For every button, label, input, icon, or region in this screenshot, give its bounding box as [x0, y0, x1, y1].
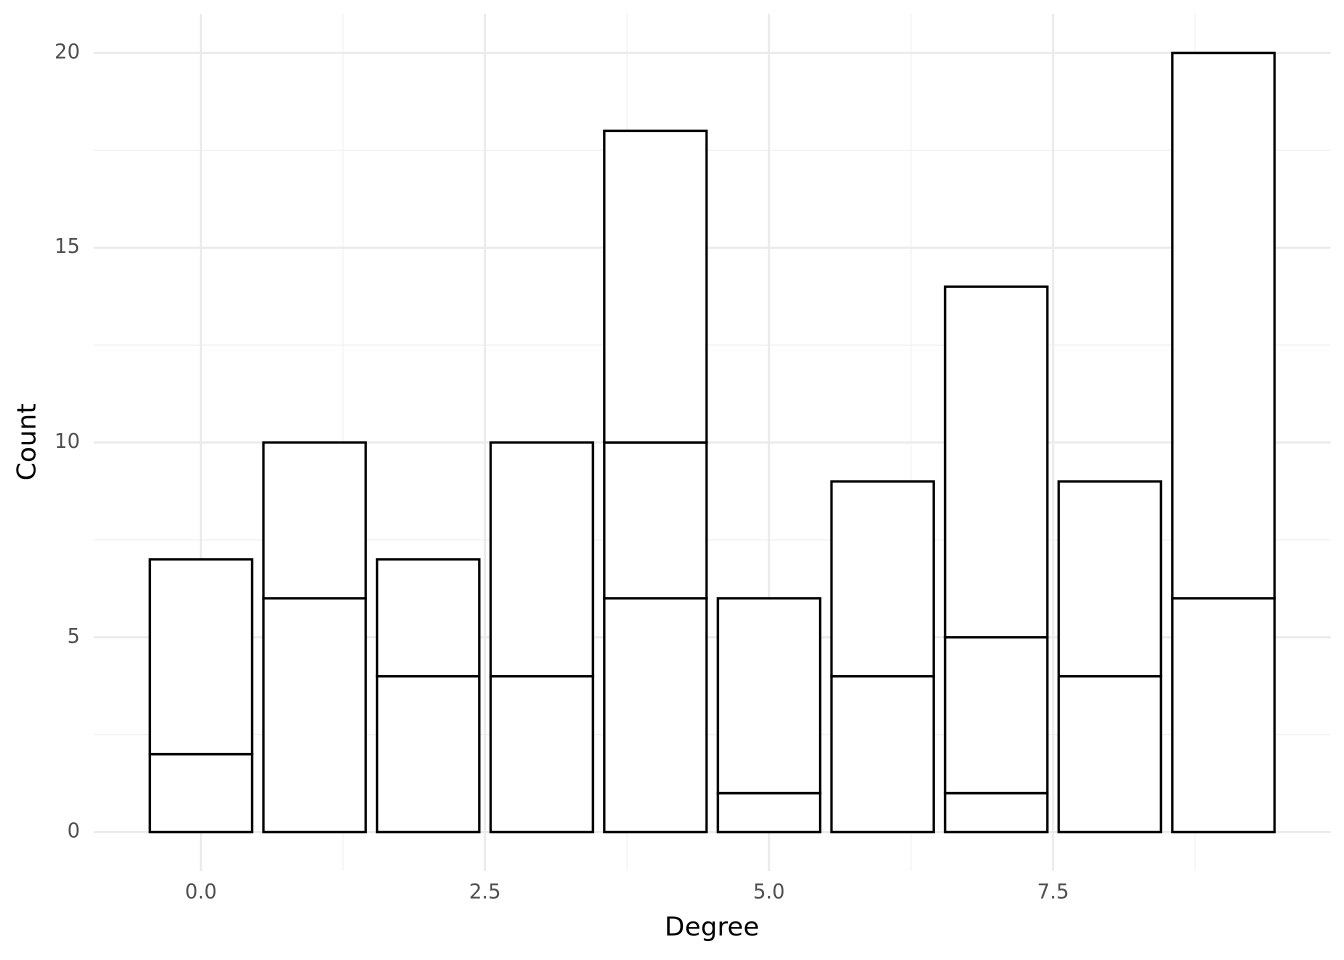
y-tick-label: 20 [55, 39, 80, 63]
y-tick-label: 10 [55, 429, 80, 453]
bar-segment [262, 597, 367, 834]
y-tick-label: 5 [67, 624, 80, 648]
bar-segment [830, 480, 935, 678]
bar-segment [943, 285, 1049, 639]
bar-segment [830, 675, 935, 834]
bar-segment [603, 441, 708, 600]
bar-segment [1057, 675, 1163, 834]
bar-segment [375, 558, 481, 678]
bar-segment [943, 636, 1049, 795]
bar-segment [375, 675, 481, 834]
bar-segment [1057, 480, 1163, 678]
bar-segment [716, 597, 822, 795]
x-tick-label: 7.5 [1037, 880, 1069, 904]
y-axis-title: Count [13, 403, 43, 480]
bar-segment [1171, 51, 1276, 600]
x-tick-label: 2.5 [469, 880, 501, 904]
bar-segment [603, 597, 708, 834]
bar-segment [262, 441, 367, 600]
x-axis-title: Degree [665, 913, 760, 943]
bar-segment [716, 791, 822, 834]
x-tick-label: 0.0 [185, 880, 217, 904]
bar-segment [603, 129, 708, 444]
y-tick-label: 15 [55, 234, 80, 258]
bar-segment [943, 791, 1049, 834]
bar-segment [148, 752, 254, 834]
bar-segment [489, 441, 595, 678]
y-tick-label: 0 [67, 819, 80, 843]
bar-segment [148, 558, 254, 756]
bar-segment [1171, 597, 1276, 834]
x-tick-label: 5.0 [753, 880, 785, 904]
bar-segment [489, 675, 595, 834]
